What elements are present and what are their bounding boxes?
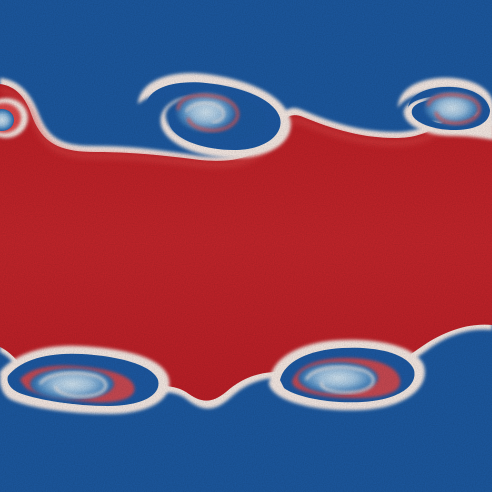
field-svg [0,0,492,492]
field-image [0,0,492,492]
grain-overlay [0,0,492,492]
